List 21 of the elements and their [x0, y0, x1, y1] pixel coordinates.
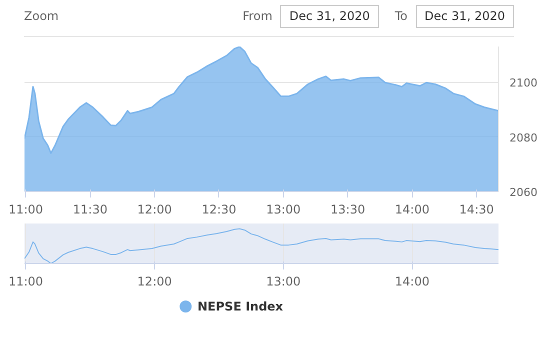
x-tick-label: 14:30 [459, 202, 494, 216]
text: Dec 31, 2020 [416, 5, 514, 28]
text: Dec 31, 2020 [280, 5, 379, 28]
x-tick-label: 13:30 [330, 202, 366, 216]
y-tick-label: 2080 [510, 131, 538, 144]
text: Zoom [24, 8, 59, 25]
x-tick-label: 12:30 [202, 202, 236, 216]
y-tick-label: 2100 [510, 76, 538, 90]
x-tick-label: 13:00 [266, 274, 301, 288]
text: From [242, 8, 272, 25]
x-tick-label: 11:00 [8, 274, 44, 288]
legend-label: NEPSE Index [198, 300, 284, 314]
x-tick-label: 12:00 [137, 202, 172, 216]
x-tick-label: 13:00 [266, 202, 301, 216]
x-tick-label: 11:00 [8, 202, 44, 216]
text: To [394, 8, 408, 25]
x-tick-label: 14:00 [394, 274, 430, 288]
x-tick-label: 11:30 [72, 202, 108, 216]
x-tick-label: 12:00 [137, 274, 172, 288]
x-tick-label: 14:00 [394, 202, 430, 216]
y-tick-label: 2060 [510, 186, 538, 199]
